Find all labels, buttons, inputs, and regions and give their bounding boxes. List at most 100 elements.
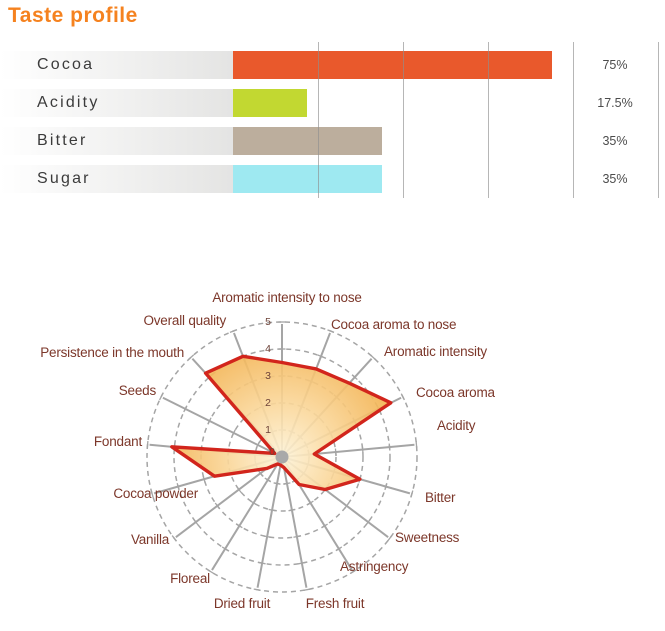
radar-tick: [322, 486, 328, 493]
page-title: Taste profile: [8, 4, 138, 27]
radar-axis-label-acidity: Acidity: [437, 418, 476, 433]
radar-tick: [307, 379, 315, 384]
radar-tick: [298, 404, 306, 409]
bar-gridline-80: [573, 42, 574, 198]
radar-tick: [227, 448, 230, 456]
bar-gridline-60: [488, 42, 489, 198]
radar-spoke-aromatic-intensity: [281, 358, 373, 458]
radar-tick: [387, 535, 393, 542]
bar-fill-bitter: [233, 127, 382, 155]
radar-tick: [358, 475, 362, 483]
radar-tick: [253, 588, 261, 591]
radar-tick: [249, 379, 257, 384]
radar-tick: [268, 429, 276, 434]
radar-axis-label-overall-quality: Overall quality: [143, 313, 226, 328]
radar-tick: [321, 523, 328, 529]
radar-tick: [264, 477, 272, 483]
radar-tick: [260, 434, 267, 440]
radar-tick: [229, 329, 237, 333]
radar-tick: [176, 483, 180, 491]
radar-spoke-bitter: [281, 456, 411, 495]
radar-axis-label-vanilla: Vanilla: [131, 532, 170, 547]
radar-spoke-astringency: [281, 456, 353, 571]
bar-label-acidity: Acidity: [37, 94, 100, 111]
radar-ring-2: [227, 402, 337, 512]
radar-spoke-sweetness: [281, 456, 389, 538]
radar-axis-label-dried-fruit: Dried fruit: [214, 596, 271, 611]
radar-tick: [159, 393, 164, 401]
radar-spoke-dried-fruit: [256, 456, 283, 588]
bar-label-sugar: Sugar: [37, 170, 91, 187]
radar-tick: [400, 393, 405, 401]
bar-value-bitter: 35%: [602, 134, 628, 148]
radar-axis-label-cocoa-aroma: Cocoa aroma: [416, 385, 496, 400]
radar-scale-number-0: 0: [269, 446, 275, 458]
radar-tick: [255, 441, 260, 449]
radar-tick: [206, 374, 213, 381]
radar-tick: [415, 440, 418, 449]
bar-label-bitter: Bitter: [37, 132, 88, 149]
radar-tick: [207, 569, 215, 575]
radar-tick: [297, 434, 304, 440]
radar-tick: [242, 414, 249, 420]
radar-tick: [293, 535, 301, 538]
radar-axis-label-persistence-in-the-mouth: Persistence in the mouth: [40, 345, 184, 360]
bar-gridline-100: [658, 42, 659, 198]
radar-spoke-floreal: [211, 456, 283, 571]
radar-spoke-overall-quality: [233, 332, 283, 458]
radar-tick: [183, 405, 188, 413]
bar-value-cocoa: 75%: [602, 58, 628, 72]
radar-tick: [231, 429, 236, 437]
radar-tick: [171, 535, 177, 542]
radar-tick: [328, 429, 333, 437]
radar-tick: [288, 429, 296, 434]
radar-tick: [188, 354, 195, 361]
radar-tick: [273, 482, 281, 485]
radar-tick: [292, 477, 300, 483]
radar-axis-label-seeds: Seeds: [119, 383, 157, 398]
radar-tick: [257, 470, 264, 477]
bar-row-track-sugar: [0, 165, 233, 193]
radar-tick: [304, 441, 309, 449]
radar-tick: [365, 518, 371, 526]
radar-tick: [268, 508, 276, 512]
radar-tick: [239, 354, 247, 359]
radar-axis-label-floreal: Floreal: [170, 571, 210, 586]
radar-tick: [335, 546, 343, 552]
radar-tick: [283, 482, 291, 485]
radar-scale-number-2: 2: [265, 397, 271, 409]
radar-scale-number-1: 1: [265, 424, 271, 436]
radar-ring-4: [173, 348, 391, 566]
radar-scale-number-4: 4: [265, 343, 271, 355]
radar-tick: [200, 445, 203, 454]
radar-tick: [202, 475, 206, 483]
radar-tick: [369, 354, 376, 361]
radar-tick: [236, 486, 242, 493]
radar-axis-label-bitter: Bitter: [425, 490, 456, 505]
radar-data-polygon: [170, 354, 393, 492]
radar-tick: [384, 483, 388, 491]
radar-tick: [307, 500, 314, 506]
radar-tick: [351, 374, 358, 381]
radar-tick: [344, 502, 350, 509]
radar-tick: [410, 490, 414, 498]
radar-axis-label-sweetness: Sweetness: [395, 530, 460, 545]
radar-tick: [306, 460, 310, 468]
radar-tick: [228, 468, 232, 476]
radar-tick: [207, 417, 212, 425]
bar-row-track-cocoa: [0, 51, 233, 79]
radar-tick: [250, 500, 257, 506]
radar-tick: [173, 443, 176, 451]
radar-tick: [254, 460, 258, 468]
radar-tick: [193, 518, 199, 526]
bar-fill-sugar: [233, 165, 382, 193]
radar-scale-number-3: 3: [265, 370, 271, 382]
radar-spoke-fondant: [149, 443, 283, 458]
radar-tick: [258, 404, 266, 409]
radar-tick: [288, 508, 296, 512]
radar-axis-label-fresh-fruit: Fresh fruit: [306, 596, 365, 611]
bar-row-track-acidity: [0, 89, 233, 117]
radar-center-dot: [275, 450, 289, 464]
bar-value-sugar: 35%: [602, 172, 628, 186]
